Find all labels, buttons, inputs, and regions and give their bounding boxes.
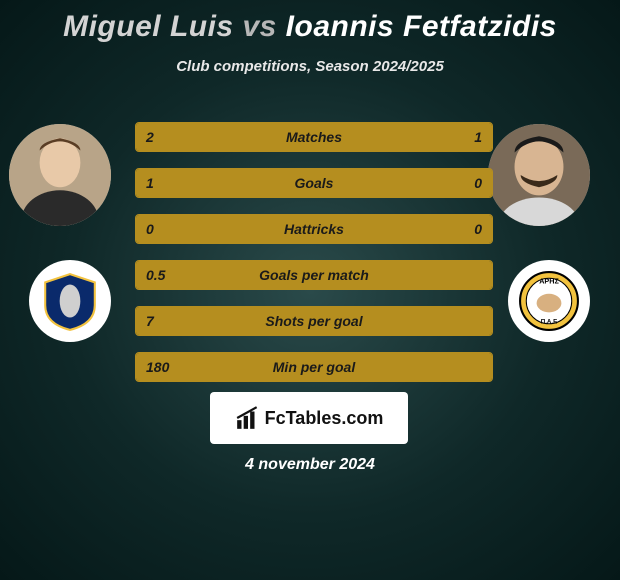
stat-value-right: 1 [474, 129, 482, 145]
stat-bars: 2 Matches 1 1 Goals 0 0 Hattricks 0 0.5 Goals per … [135, 122, 493, 398]
player1-club-badge [29, 260, 111, 342]
stat-label: Hattricks [284, 221, 344, 237]
player1-avatar [9, 124, 111, 226]
stat-label: Min per goal [273, 359, 355, 375]
stat-value-left: 0 [146, 221, 154, 237]
vs-separator: vs [242, 10, 276, 43]
stat-value-left: 7 [146, 313, 154, 329]
person-icon [9, 124, 111, 226]
stat-value-left: 2 [146, 129, 154, 145]
svg-text:ΑΡΗΣ: ΑΡΗΣ [539, 276, 559, 285]
stat-bar: 1 Goals 0 [135, 168, 493, 198]
stat-label: Goals per match [259, 267, 369, 283]
stat-label: Matches [286, 129, 342, 145]
player2-name: Ioannis Fetfatzidis [286, 10, 557, 43]
subtitle: Club competitions, Season 2024/2025 [0, 58, 620, 75]
stat-bar: 7 Shots per goal [135, 306, 493, 336]
stat-value-left: 0.5 [146, 267, 165, 283]
player2-avatar [488, 124, 590, 226]
brand-text: FcTables.com [265, 408, 384, 429]
brand-logo: FcTables.com [235, 405, 384, 431]
page-title: Miguel Luis vs Ioannis Fetfatzidis [0, 0, 620, 44]
stat-value-left: 180 [146, 359, 169, 375]
stat-bar: 2 Matches 1 [135, 122, 493, 152]
player2-club-badge: ΑΡΗΣ Π.Α.Ε [508, 260, 590, 342]
player1-name: Miguel Luis [63, 10, 234, 43]
club-crest-icon [39, 270, 101, 332]
stat-label: Goals [295, 175, 334, 191]
stat-value-right: 0 [474, 221, 482, 237]
stat-bar: 0.5 Goals per match [135, 260, 493, 290]
comparison-card: Miguel Luis vs Ioannis Fetfatzidis Club … [0, 0, 620, 580]
stat-value-right: 0 [474, 175, 482, 191]
svg-text:Π.Α.Ε: Π.Α.Ε [541, 319, 558, 326]
club-crest-icon: ΑΡΗΣ Π.Α.Ε [518, 270, 580, 332]
brand-badge: FcTables.com [210, 392, 408, 444]
stat-bar: 180 Min per goal [135, 352, 493, 382]
stat-label: Shots per goal [265, 313, 362, 329]
chart-icon [235, 405, 261, 431]
date-stamp: 4 november 2024 [0, 456, 620, 474]
stat-bar: 0 Hattricks 0 [135, 214, 493, 244]
person-icon [488, 124, 590, 226]
stat-value-left: 1 [146, 175, 154, 191]
